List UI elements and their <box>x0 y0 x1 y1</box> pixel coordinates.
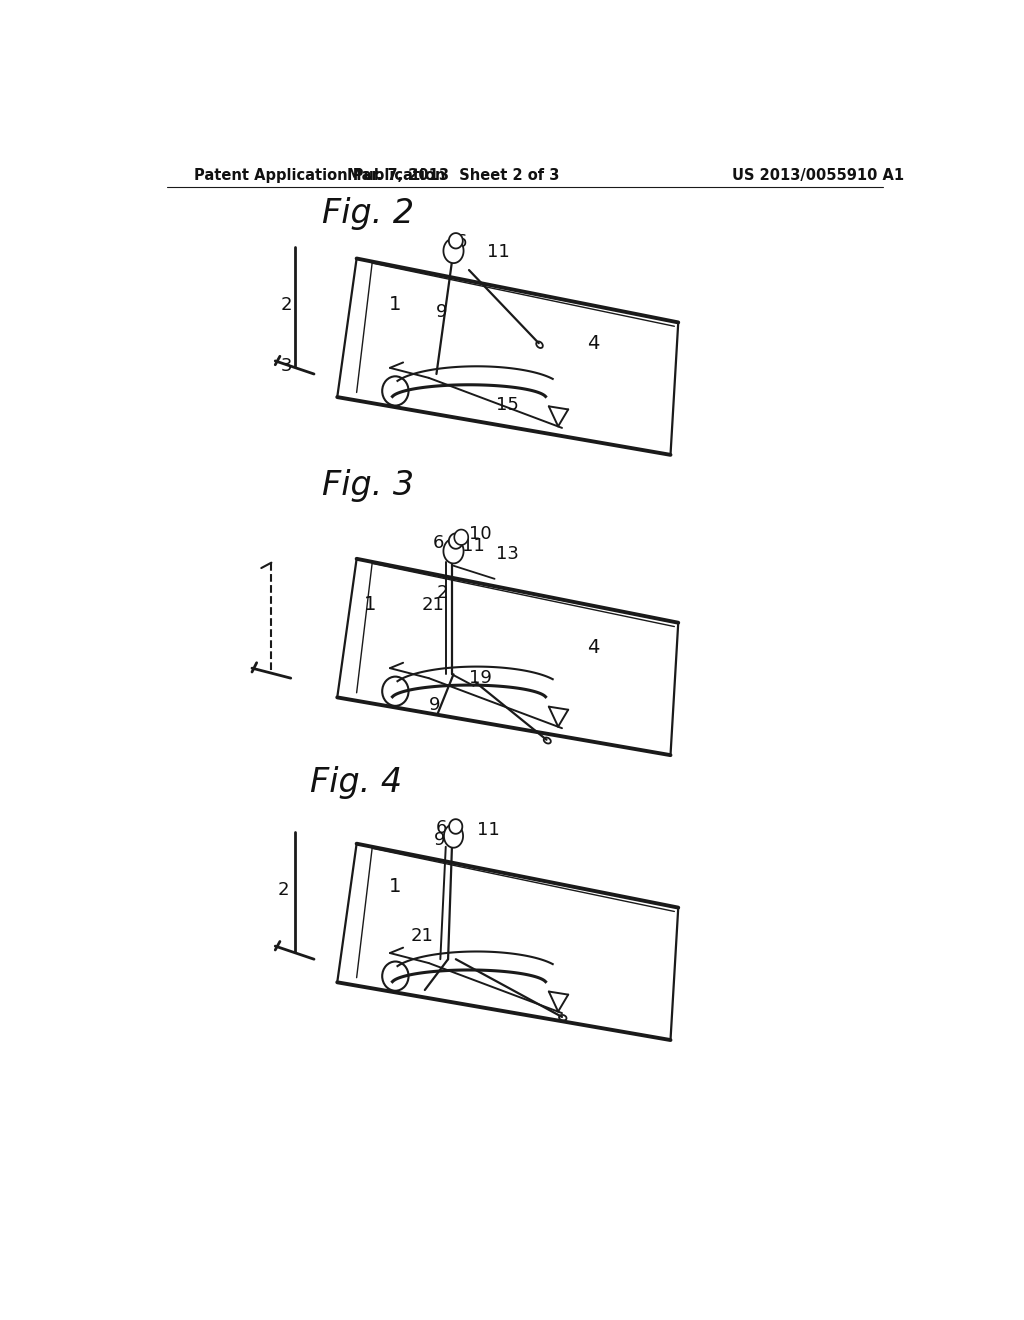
Text: 11: 11 <box>487 243 510 261</box>
Text: 15: 15 <box>497 396 519 413</box>
Polygon shape <box>450 820 462 834</box>
Text: 6: 6 <box>436 820 447 837</box>
Text: 21: 21 <box>421 597 444 614</box>
Text: 2: 2 <box>278 880 289 899</box>
Polygon shape <box>443 239 464 263</box>
Text: US 2013/0055910 A1: US 2013/0055910 A1 <box>732 168 904 183</box>
Text: Mar. 7, 2013  Sheet 2 of 3: Mar. 7, 2013 Sheet 2 of 3 <box>347 168 560 183</box>
Text: 4: 4 <box>587 334 599 352</box>
Text: 1: 1 <box>389 876 401 895</box>
Text: 19: 19 <box>469 669 493 688</box>
Text: 11: 11 <box>462 537 484 554</box>
Text: 11: 11 <box>477 821 500 838</box>
Text: 3: 3 <box>282 358 293 375</box>
Polygon shape <box>455 529 468 545</box>
Text: 21: 21 <box>411 927 434 945</box>
Text: 9: 9 <box>436 304 447 321</box>
Text: 2: 2 <box>436 585 447 602</box>
Text: 9: 9 <box>428 696 440 714</box>
Polygon shape <box>449 234 463 248</box>
Text: Fig. 3: Fig. 3 <box>322 469 414 502</box>
Text: Patent Application Publication: Patent Application Publication <box>194 168 445 183</box>
Text: 4: 4 <box>587 638 599 657</box>
Text: 13: 13 <box>497 545 519 564</box>
Polygon shape <box>444 824 463 847</box>
Text: Fig. 4: Fig. 4 <box>310 766 402 799</box>
Text: Fig. 2: Fig. 2 <box>322 198 414 231</box>
Text: 9: 9 <box>434 830 445 849</box>
Text: 6: 6 <box>456 232 467 251</box>
Text: 1: 1 <box>364 595 376 615</box>
Text: 1: 1 <box>389 296 401 314</box>
Text: 2: 2 <box>282 296 293 314</box>
Text: 10: 10 <box>469 525 492 543</box>
Text: 6: 6 <box>432 535 443 552</box>
Polygon shape <box>443 539 464 564</box>
Polygon shape <box>449 533 463 549</box>
